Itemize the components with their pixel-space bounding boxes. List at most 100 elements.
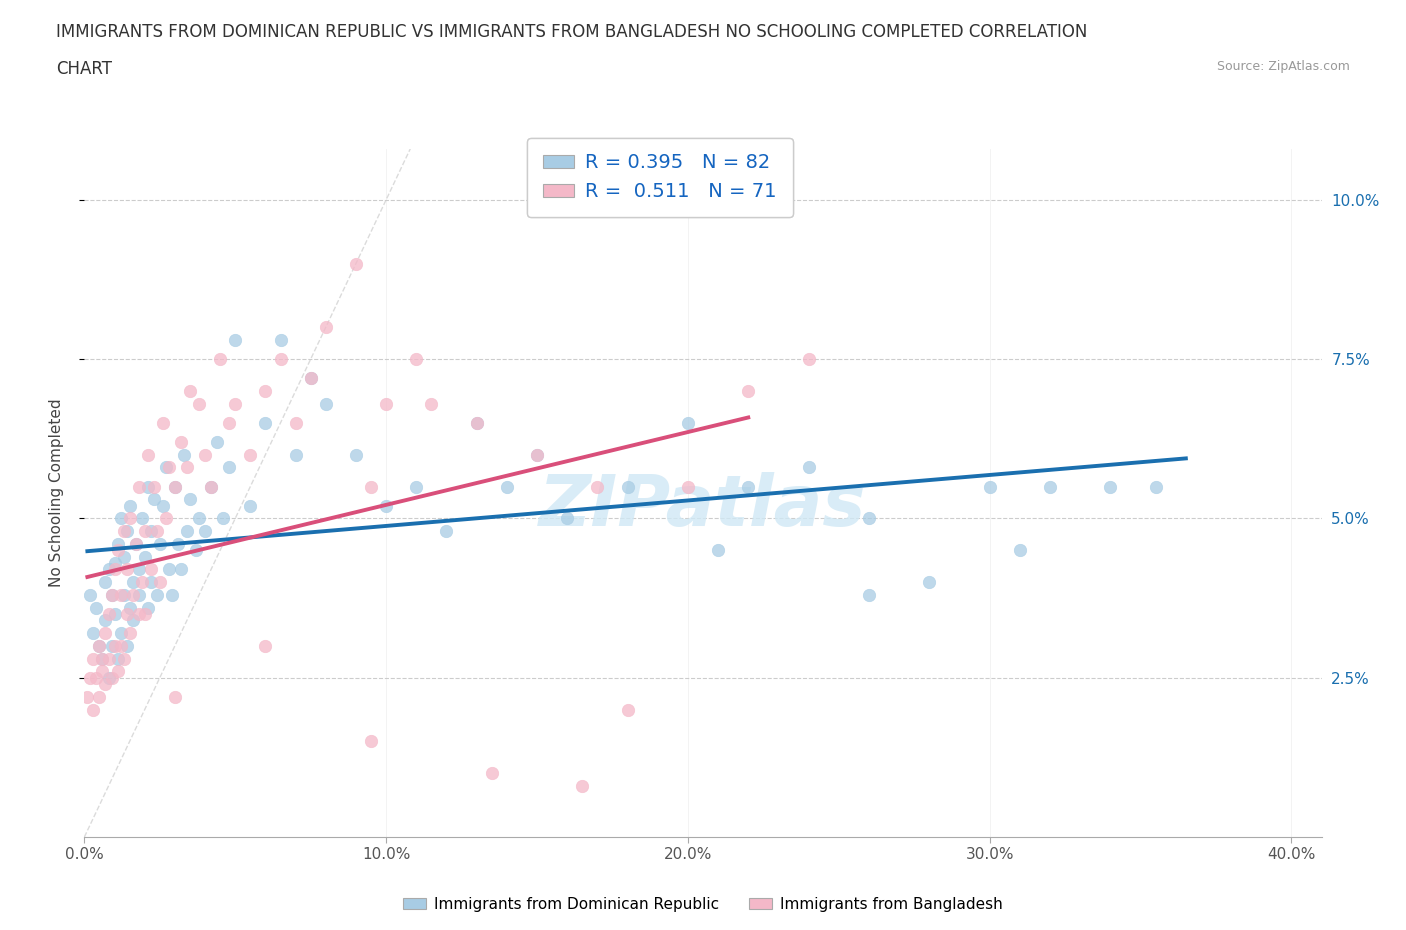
Y-axis label: No Schooling Completed: No Schooling Completed xyxy=(49,399,63,587)
Point xyxy=(360,479,382,494)
Point xyxy=(797,352,820,366)
Point xyxy=(100,671,122,685)
Point xyxy=(128,479,150,494)
Point xyxy=(194,447,217,462)
Point xyxy=(82,702,104,717)
Point xyxy=(107,543,129,558)
Point xyxy=(526,447,548,462)
Point xyxy=(270,352,292,366)
Point xyxy=(134,606,156,621)
Point xyxy=(115,524,138,538)
Point xyxy=(97,671,120,685)
Point xyxy=(115,562,138,577)
Point xyxy=(1144,479,1167,494)
Point xyxy=(152,416,174,431)
Point xyxy=(134,550,156,565)
Point xyxy=(707,543,730,558)
Point xyxy=(103,555,125,570)
Point xyxy=(115,606,138,621)
Point xyxy=(737,383,759,398)
Point xyxy=(103,638,125,653)
Point xyxy=(179,383,201,398)
Point xyxy=(1039,479,1062,494)
Point xyxy=(112,550,135,565)
Point xyxy=(91,651,114,666)
Text: IMMIGRANTS FROM DOMINICAN REPUBLIC VS IMMIGRANTS FROM BANGLADESH NO SCHOOLING CO: IMMIGRANTS FROM DOMINICAN REPUBLIC VS IM… xyxy=(56,23,1088,41)
Point xyxy=(82,651,104,666)
Point xyxy=(284,447,307,462)
Point xyxy=(194,524,217,538)
Point xyxy=(200,479,222,494)
Point xyxy=(89,689,111,704)
Point xyxy=(797,460,820,475)
Point xyxy=(100,588,122,603)
Point xyxy=(79,671,101,685)
Point xyxy=(163,479,186,494)
Point xyxy=(212,511,235,525)
Point xyxy=(107,651,129,666)
Point xyxy=(146,524,169,538)
Point xyxy=(112,588,135,603)
Point xyxy=(188,511,211,525)
Point xyxy=(155,460,177,475)
Point xyxy=(299,371,322,386)
Point xyxy=(170,562,193,577)
Point xyxy=(254,383,277,398)
Point xyxy=(142,479,165,494)
Point xyxy=(918,575,941,590)
Point xyxy=(97,562,120,577)
Point xyxy=(205,434,228,449)
Point xyxy=(616,702,638,717)
Point xyxy=(270,333,292,348)
Point xyxy=(91,651,114,666)
Point xyxy=(176,524,198,538)
Point xyxy=(128,588,150,603)
Point xyxy=(139,575,162,590)
Point xyxy=(184,543,207,558)
Point xyxy=(170,434,193,449)
Point xyxy=(115,638,138,653)
Point xyxy=(110,626,132,641)
Point xyxy=(112,524,135,538)
Point xyxy=(97,651,120,666)
Point xyxy=(676,416,699,431)
Point xyxy=(136,479,159,494)
Point xyxy=(149,575,172,590)
Point xyxy=(86,671,108,685)
Text: Source: ZipAtlas.com: Source: ZipAtlas.com xyxy=(1216,60,1350,73)
Point xyxy=(1099,479,1122,494)
Point xyxy=(152,498,174,513)
Point xyxy=(142,492,165,507)
Point xyxy=(121,613,143,628)
Point xyxy=(121,588,143,603)
Point xyxy=(315,396,337,411)
Point xyxy=(100,588,122,603)
Point xyxy=(344,447,367,462)
Point xyxy=(157,562,180,577)
Point xyxy=(616,479,638,494)
Legend: R = 0.395   N = 82, R =  0.511   N = 71: R = 0.395 N = 82, R = 0.511 N = 71 xyxy=(527,138,793,217)
Point xyxy=(103,606,125,621)
Legend: Immigrants from Dominican Republic, Immigrants from Bangladesh: Immigrants from Dominican Republic, Immi… xyxy=(396,891,1010,918)
Point xyxy=(224,333,246,348)
Point xyxy=(89,638,111,653)
Point xyxy=(149,537,172,551)
Point xyxy=(200,479,222,494)
Point xyxy=(481,765,503,780)
Point xyxy=(118,511,141,525)
Point xyxy=(173,447,195,462)
Point xyxy=(526,447,548,462)
Point xyxy=(91,664,114,679)
Point xyxy=(131,575,153,590)
Point xyxy=(284,416,307,431)
Point xyxy=(89,638,111,653)
Point xyxy=(118,626,141,641)
Point xyxy=(420,396,443,411)
Point xyxy=(112,651,135,666)
Point xyxy=(94,613,117,628)
Point xyxy=(124,537,146,551)
Point xyxy=(360,734,382,749)
Point xyxy=(121,575,143,590)
Point xyxy=(163,479,186,494)
Point xyxy=(110,638,132,653)
